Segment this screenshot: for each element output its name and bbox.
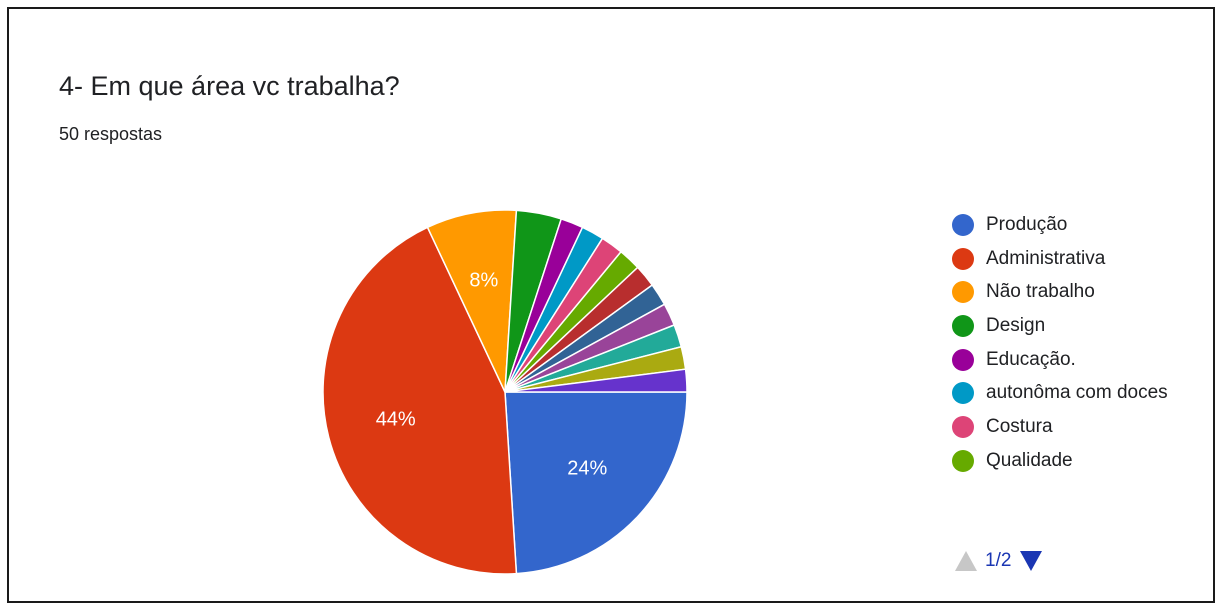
legend-label: Não trabalho <box>986 281 1095 303</box>
triangle-down-icon[interactable] <box>1020 551 1043 571</box>
pager-page-indicator: 1/2 <box>985 550 1012 571</box>
response-count: 50 respostas <box>59 124 163 144</box>
legend-item[interactable]: Administrativa <box>952 242 1168 276</box>
pie-slice-3[interactable] <box>426 209 518 393</box>
pie-slice-label-3: 8% <box>469 269 498 291</box>
legend-pager: 1/2 <box>955 550 1043 572</box>
legend-label: Costura <box>986 415 1053 437</box>
legend-item[interactable]: Não trabalho <box>952 275 1168 309</box>
legend-label: Produção <box>986 213 1068 235</box>
legend-item[interactable]: Design <box>952 309 1168 343</box>
pie-chart: 24% 44% 8% <box>322 209 688 575</box>
legend-swatch <box>952 449 974 472</box>
legend-swatch <box>952 281 974 304</box>
pie-slice-14[interactable] <box>504 368 688 393</box>
legend-item[interactable]: Qualidade <box>952 444 1168 478</box>
legend-swatch <box>952 415 974 438</box>
legend-swatch <box>952 382 974 405</box>
pie-slice-1[interactable] <box>504 391 688 575</box>
legend-item[interactable]: autonôma com doces <box>952 376 1168 410</box>
pie-slice-label-2: 44% <box>376 408 416 430</box>
pie-slice-label-1: 24% <box>567 458 607 480</box>
legend-swatch <box>952 348 974 371</box>
legend-label: Administrativa <box>986 247 1106 269</box>
legend-item[interactable]: Educação. <box>952 343 1168 377</box>
legend-swatch <box>952 247 974 270</box>
chart-card: 4- Em que área vc trabalha? 50 respostas… <box>7 7 1215 603</box>
legend-swatch <box>952 213 974 236</box>
chart-legend: Produção Administrativa Não trabalho Design… <box>952 208 1168 478</box>
legend-label: autonôma com doces <box>986 382 1168 404</box>
legend-label: Design <box>986 314 1046 336</box>
legend-label: Educação. <box>986 348 1076 370</box>
legend-label: Qualidade <box>986 449 1073 471</box>
legend-item[interactable]: Produção <box>952 208 1168 242</box>
question-title: 4- Em que área vc trabalha? <box>59 71 400 101</box>
legend-swatch <box>952 314 974 337</box>
triangle-up-icon <box>955 551 977 571</box>
legend-item[interactable]: Costura <box>952 410 1168 444</box>
